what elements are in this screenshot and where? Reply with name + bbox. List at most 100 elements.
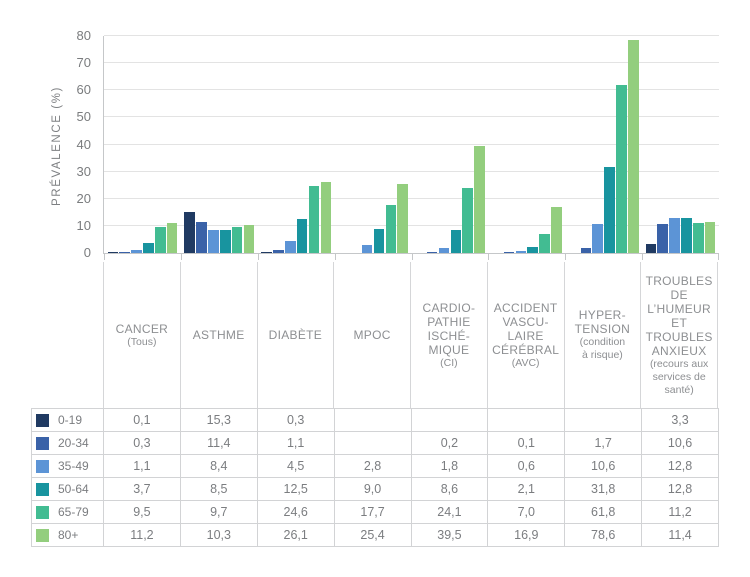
bar-0-19-cat8 [645,244,657,253]
table-value-65-79-cat5: 24,1 [411,501,489,524]
category-label-7: HYPER- TENSION (condition à risque) [563,262,641,408]
table-value-35-49-cat8: 12,8 [642,455,719,478]
bar-35-49-cat6 [515,251,527,253]
category-label-line: TROUBLES [645,329,713,344]
age-group-label: 20-34 [58,436,89,450]
table-value-0-19-cat3: 0,3 [257,409,335,432]
bar-50-64-cat6 [527,247,539,253]
age-group-label: 0-19 [58,413,83,427]
age-group-label: 65-79 [58,505,89,519]
category-label-line: ET [671,315,688,330]
table-value-50-64-cat2: 8,5 [180,478,258,501]
bar-35-49-cat8 [669,218,680,253]
gridline [104,197,719,199]
x-axis-tick [334,254,336,260]
table-value-65-79-cat8: 11,2 [642,501,719,524]
bar-50-64-cat8 [681,218,692,253]
y-tick-label: 0 [83,245,91,260]
category-label-6: ACCIDENT VASCU- LAIRE CÉRÉBRAL (AVC) [486,262,564,408]
category-sublabel-line: à risque) [581,349,623,361]
table-value-65-79-cat4: 17,7 [334,501,412,524]
table-value-20-34-cat5: 0,2 [411,432,489,455]
category-label-line: L’HUMEUR [647,301,711,316]
bar-65-79-cat1 [154,227,166,253]
category-label-line: TENSION [574,322,631,336]
table-value-80+-cat2: 10,3 [180,524,258,547]
bar-50-64-cat1 [143,242,154,253]
legend-row-label-35-49: 35-49 [32,455,104,478]
category-label-8: TROUBLES DE L’HUMEUR ET TROUBLES ANXIEUX (reco… [640,262,718,408]
bar-50-64-cat4 [373,228,385,253]
x-axis-tick [180,254,182,260]
table-value-20-34-cat4 [334,432,412,455]
legend-swatch [36,413,49,427]
category-label-line: ACCIDENT [493,300,558,315]
bar-80+-cat3 [320,182,332,253]
bar-80+-cat7 [628,39,639,253]
table-value-65-79-cat7: 61,8 [565,501,643,524]
x-axis-tick [718,254,719,260]
legend-row-label-80+: 80+ [32,524,104,547]
category-label-line: ASTHME [192,328,245,342]
bar-20-34-cat3 [273,250,284,253]
gridline [104,224,719,226]
bar-20-34-cat8 [657,224,669,253]
plot-area [103,35,719,260]
x-axis-tick [411,254,413,260]
category-sublabel-line: services de [652,370,706,383]
table-value-20-34-cat1: 0,3 [104,432,181,455]
category-label-line: CANCER [115,321,169,336]
bar-35-49-cat4 [361,245,373,253]
category-label-line: VASCU- [502,314,549,329]
data-table: 0-19 0,1 15,3 0,3 3,3 20-34 0,3 11,4 1,1 0,2 0,1 1,… [31,408,719,547]
bar-0-19-cat3 [261,252,272,253]
table-value-20-34-cat8: 10,6 [642,432,719,455]
table-value-80+-cat8: 11,4 [642,524,719,547]
y-axis-tick-labels: 0 10 20 30 40 50 60 70 80 [60,28,97,260]
category-sublabel-line: (CI) [440,356,458,369]
bar-50-64-cat2 [219,229,231,253]
table-value-0-19-cat5 [411,409,489,432]
bar-20-34-cat2 [196,222,207,253]
bar-80+-cat8 [704,222,716,253]
bar-65-79-cat8 [693,222,704,253]
legend-swatch [36,436,49,450]
table-value-35-49-cat5: 1,8 [411,455,489,478]
bar-0-19-cat2 [184,211,195,253]
legend-swatch [36,459,49,473]
y-tick-label: 50 [76,109,91,125]
legend-row-label-50-64: 50-64 [32,478,104,501]
legend-row-label-0-19: 0-19 [32,409,104,432]
gridline [104,35,719,36]
table-value-50-64-cat7: 31,8 [565,478,643,501]
table-value-0-19-cat4 [334,409,412,432]
category-label-line: CARDIO- [422,300,476,315]
bar-20-34-cat1 [119,252,130,253]
bar-65-79-cat4 [385,205,397,253]
bar-80+-cat1 [166,222,178,253]
table-value-65-79-cat2: 9,7 [180,501,258,524]
table-value-0-19-cat8: 3,3 [642,409,719,432]
table-value-35-49-cat7: 10,6 [565,455,643,478]
y-tick-label: 60 [76,82,91,98]
table-value-20-34-cat3: 1,1 [257,432,335,455]
category-label-line: PATHIE [427,314,471,329]
table-value-50-64-cat8: 12,8 [642,478,719,501]
category-label-1: CANCER (Tous) [103,262,180,408]
bar-80+-cat4 [397,184,408,253]
table-value-80+-cat5: 39,5 [411,524,489,547]
y-tick-label: 20 [76,190,91,206]
category-label-line: ISCHÉ- [427,328,471,343]
gridline [104,143,719,145]
category-label-line: DE [670,287,688,302]
bar-50-64-cat5 [450,229,462,253]
bar-65-79-cat6 [539,234,550,253]
category-label-2: ASTHME [179,262,257,408]
y-tick-label: 10 [76,217,91,233]
age-group-label: 35-49 [58,459,89,473]
y-tick-label: 30 [76,163,91,179]
y-tick-label: 70 [76,55,91,71]
category-sublabel-line: (AVC) [511,356,540,369]
table-value-65-79-cat1: 9,5 [104,501,181,524]
